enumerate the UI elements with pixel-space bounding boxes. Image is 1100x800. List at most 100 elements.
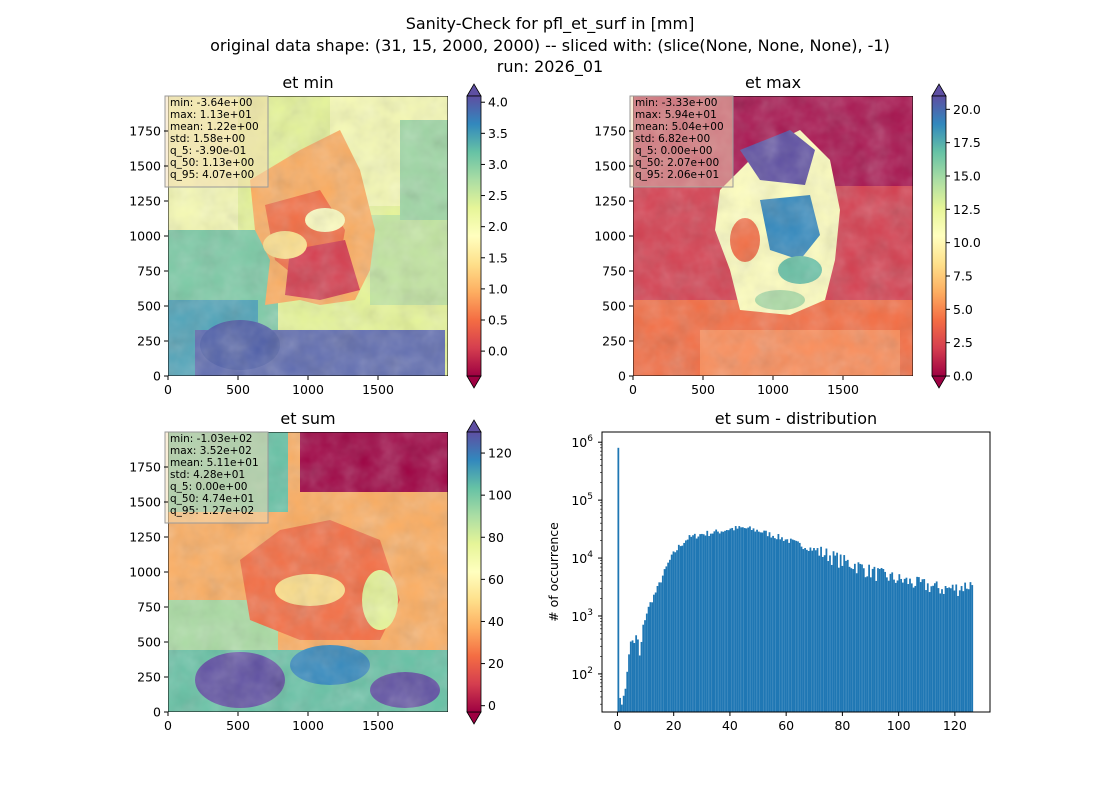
histogram-bar	[693, 533, 696, 712]
histogram-bar	[880, 567, 883, 712]
y-tick-label: 250	[137, 334, 161, 349]
y-tick-label: 1250	[594, 194, 626, 209]
histogram-bar	[756, 529, 758, 712]
x-tick-label: 40	[722, 718, 738, 733]
histogram-bar	[821, 556, 824, 712]
histogram-bar	[784, 539, 787, 712]
colorbar-extend-bottom	[466, 375, 482, 389]
stat-line: q_95: 1.27e+02	[170, 505, 254, 517]
histogram-bar	[850, 568, 853, 712]
histogram-bar	[882, 569, 885, 712]
stats-text-et-min: min: -3.64e+00 max: 1.13e+01 mean: 1.22e…	[170, 97, 259, 181]
histogram-bar	[727, 530, 730, 712]
y-tick-label: 1000	[129, 565, 161, 580]
colorbar-tick-label: 1.5	[488, 250, 508, 265]
histogram-bar	[813, 548, 815, 712]
histogram-bar	[763, 530, 766, 712]
colorbar-et-sum: 0 20 40 60 80 100 120	[466, 419, 512, 725]
panel-et-sum: et sum min: -1.03e+02 max: 3.52e+02 mean…	[129, 409, 512, 733]
stat-line: q_50: 2.07e+00	[635, 157, 719, 169]
stat-line: min: -3.33e+00	[635, 97, 717, 109]
histogram-bar	[800, 546, 803, 712]
histogram-bar	[729, 528, 732, 712]
suptitle-line-3: run: 2026_01	[497, 57, 603, 77]
histogram-bar	[621, 704, 623, 712]
histogram-frame	[601, 431, 991, 713]
histogram-bar	[919, 582, 922, 712]
histogram-bar	[759, 532, 762, 712]
y-tick-label: 102	[571, 666, 593, 682]
histogram-bar	[772, 535, 774, 712]
histogram-bar	[957, 595, 959, 712]
histogram-bar	[926, 583, 929, 712]
histogram-bar	[722, 531, 725, 712]
histogram-bar	[740, 527, 742, 712]
x-tick-label: 1500	[362, 382, 394, 397]
histogram-bar	[626, 671, 629, 712]
panel-title-et-min: et min	[282, 73, 333, 92]
histogram-bar	[905, 577, 908, 712]
histogram-bar	[786, 539, 789, 712]
colorbar-tick-label: 1.0	[488, 281, 508, 296]
y-tick-label: 0	[153, 369, 161, 384]
histogram-bar	[669, 559, 671, 712]
histogram-bar	[869, 577, 872, 712]
histogram-bar	[925, 590, 927, 712]
y-tick-label: 0	[153, 705, 161, 720]
colorbar-tick-label: 15.0	[953, 169, 981, 184]
histogram-bar	[807, 550, 810, 712]
histogram-bar	[717, 531, 719, 712]
colorbar-tick-label: 2.5	[488, 188, 508, 203]
x-tick-label: 20	[666, 718, 682, 733]
y-tick-label: 1750	[129, 460, 161, 475]
stat-line: mean: 5.04e+00	[635, 121, 724, 133]
histogram-bar	[640, 641, 643, 712]
histogram-bar	[798, 542, 801, 712]
histogram-bar	[741, 527, 744, 712]
y-tick-label: 1250	[129, 530, 161, 545]
histogram-bar	[891, 572, 894, 712]
histogram-bar	[731, 527, 734, 712]
histogram-bar	[651, 602, 654, 712]
stat-line: min: -1.03e+02	[170, 433, 252, 445]
colorbar-extend-top	[466, 83, 482, 97]
histogram-bar	[935, 581, 938, 712]
histogram-bar	[894, 582, 897, 712]
histogram-bar	[709, 533, 712, 712]
histogram-bar	[677, 544, 680, 712]
x-tick-label: 500	[226, 382, 250, 397]
histogram-bar	[962, 591, 965, 712]
histogram-bar	[679, 546, 682, 712]
histogram-bar	[887, 580, 890, 712]
histogram-bar	[852, 569, 854, 712]
histogram-bar	[766, 536, 769, 712]
histogram-bar	[743, 528, 746, 712]
histogram-bar	[827, 561, 830, 712]
y-axis-label: # of occurrence	[546, 522, 561, 622]
histogram-bar	[896, 580, 899, 712]
x-tick-label: 60	[778, 718, 794, 733]
panel-title-et-sum: et sum	[280, 409, 335, 428]
histogram-bar	[914, 585, 917, 712]
y-tick-label: 105	[571, 492, 593, 508]
histogram-bar	[660, 582, 662, 712]
histogram-bar	[701, 533, 703, 712]
histogram-bar	[658, 582, 661, 712]
histogram-bar	[768, 532, 771, 712]
y-tick-label: 1500	[129, 159, 161, 174]
histogram-bar	[837, 567, 840, 712]
histogram-bar	[859, 563, 862, 712]
histogram-bar	[765, 530, 767, 712]
histogram-bar	[950, 588, 952, 712]
histogram-bar	[704, 535, 707, 712]
histogram-bar	[697, 536, 700, 712]
histogram-bar	[788, 542, 790, 712]
histogram-bar	[695, 538, 698, 712]
x-tick-label: 0	[613, 718, 621, 733]
colorbar-gradient	[466, 431, 482, 713]
axes-et-max: 0 500 1000 1500 0 250 500 750 1000 1250 1500 1750	[594, 124, 859, 398]
histogram-bar	[875, 580, 878, 712]
histogram-bar	[724, 530, 726, 712]
histogram-bar	[832, 551, 835, 712]
stats-text-et-sum: min: -1.03e+02 max: 3.52e+02 mean: 5.11e…	[170, 433, 259, 517]
